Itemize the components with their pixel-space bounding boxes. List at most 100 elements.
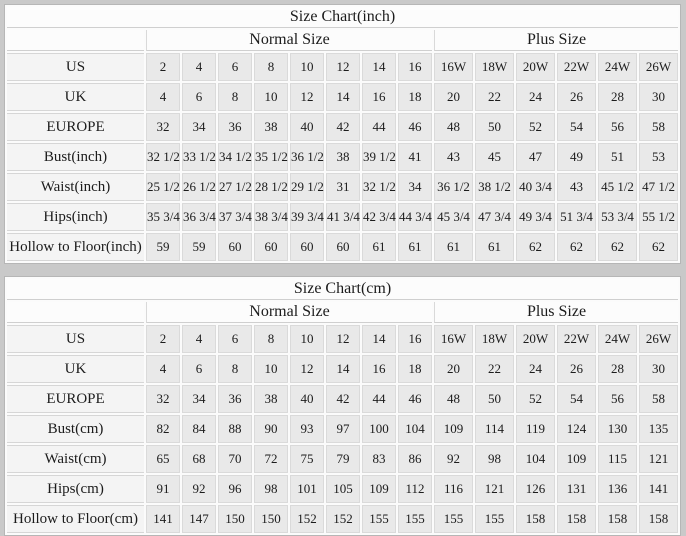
column-group-row: Normal Size Plus Size xyxy=(7,30,679,51)
table-cell: 62 xyxy=(516,233,555,261)
table-cell: 53 3/4 xyxy=(598,203,637,231)
table-cell: 105 xyxy=(326,475,360,503)
table-cell: 39 1/2 xyxy=(362,143,396,171)
table-row: Waist(inch) 25 1/2 26 1/2 27 1/2 28 1/2 29 1/… xyxy=(7,173,679,201)
row-label: Hollow to Floor(inch) xyxy=(7,233,144,261)
table-cell: 109 xyxy=(362,475,396,503)
table-cell: 58 xyxy=(639,385,679,413)
table-cell: 36 3/4 xyxy=(182,203,216,231)
table-cell: 16W xyxy=(434,53,473,81)
table-cell: 6 xyxy=(182,355,216,383)
table-cell: 45 1/2 xyxy=(598,173,637,201)
table-cell: 36 1/2 xyxy=(290,143,324,171)
table-cell: 16 xyxy=(362,355,396,383)
table-row: Waist(cm) 65 68 70 72 75 79 83 86 92 98 104 109 115 12… xyxy=(7,445,679,473)
column-group-label: Plus Size xyxy=(434,302,679,323)
table-cell: 121 xyxy=(475,475,514,503)
row-label: EUROPE xyxy=(7,385,144,413)
table-row: UK 4 6 8 10 12 14 16 18 20 22 24 26 28 30 xyxy=(7,355,679,383)
table-cell: 97 xyxy=(326,415,360,443)
table-cell: 121 xyxy=(639,445,679,473)
table-cell: 53 xyxy=(639,143,679,171)
table-cell: 56 xyxy=(598,113,637,141)
row-label: Hips(inch) xyxy=(7,203,144,231)
row-label: Waist(inch) xyxy=(7,173,144,201)
table-cell: 42 xyxy=(326,113,360,141)
table-cell: 59 xyxy=(146,233,180,261)
table-cell: 32 1/2 xyxy=(146,143,180,171)
column-group-row: Normal Size Plus Size xyxy=(7,302,679,323)
table-cell: 41 3/4 xyxy=(326,203,360,231)
row-label: Hips(cm) xyxy=(7,475,144,503)
table-title-row: Size Chart(cm) xyxy=(7,279,679,300)
table-cell: 43 xyxy=(434,143,473,171)
table-cell: 158 xyxy=(516,505,555,533)
table-cell: 70 xyxy=(218,445,252,473)
table-row: Hips(inch) 35 3/4 36 3/4 37 3/4 38 3/4 39 3/4… xyxy=(7,203,679,231)
table-cell: 38 1/2 xyxy=(475,173,514,201)
table-cell: 18 xyxy=(398,355,432,383)
table-title-row: Size Chart(inch) xyxy=(7,7,679,28)
row-label: US xyxy=(7,325,144,353)
table-cell: 155 xyxy=(475,505,514,533)
table-cell: 22W xyxy=(557,53,596,81)
row-label: Waist(cm) xyxy=(7,445,144,473)
table-cell: 155 xyxy=(362,505,396,533)
table-cell: 32 xyxy=(146,113,180,141)
table-cell: 55 1/2 xyxy=(639,203,679,231)
table-cell: 62 xyxy=(639,233,679,261)
table-cell: 6 xyxy=(182,83,216,111)
table-cell: 40 xyxy=(290,113,324,141)
table-cell: 27 1/2 xyxy=(218,173,252,201)
table-cell: 61 xyxy=(434,233,473,261)
table-cell: 114 xyxy=(475,415,514,443)
table-cell: 49 3/4 xyxy=(516,203,555,231)
table-cell: 141 xyxy=(639,475,679,503)
table-cell: 50 xyxy=(475,385,514,413)
table-cell: 24 xyxy=(516,355,555,383)
table-cell: 26 xyxy=(557,355,596,383)
table-cell: 8 xyxy=(254,325,288,353)
table-cell: 32 1/2 xyxy=(362,173,396,201)
corner-cell xyxy=(7,302,144,323)
table-cell: 82 xyxy=(146,415,180,443)
table-cell: 40 xyxy=(290,385,324,413)
table-cell: 52 xyxy=(516,385,555,413)
table-cell: 91 xyxy=(146,475,180,503)
table-cell: 16 xyxy=(362,83,396,111)
table-cell: 26 xyxy=(557,83,596,111)
table-cell: 38 xyxy=(326,143,360,171)
table-cell: 60 xyxy=(218,233,252,261)
table-cell: 4 xyxy=(182,53,216,81)
table-cell: 46 xyxy=(398,113,432,141)
table-cell: 2 xyxy=(146,325,180,353)
table-cell: 26W xyxy=(639,53,679,81)
column-group-label: Plus Size xyxy=(434,30,679,51)
table-row: Bust(cm) 82 84 88 90 93 97 100 104 109 114 119 124 13… xyxy=(7,415,679,443)
table-cell: 72 xyxy=(254,445,288,473)
table-row: Hollow to Floor(cm) 141 147 150 150 152 152 155… xyxy=(7,505,679,533)
table-cell: 88 xyxy=(218,415,252,443)
table-cell: 60 xyxy=(254,233,288,261)
table-cell: 6 xyxy=(218,325,252,353)
table-cell: 46 xyxy=(398,385,432,413)
table-cell: 83 xyxy=(362,445,396,473)
table-cell: 18W xyxy=(475,53,514,81)
table-cell: 116 xyxy=(434,475,473,503)
table-cell: 61 xyxy=(398,233,432,261)
table-cell: 22 xyxy=(475,355,514,383)
table-cell: 126 xyxy=(516,475,555,503)
table-cell: 45 3/4 xyxy=(434,203,473,231)
table-cell: 4 xyxy=(146,83,180,111)
size-chart-inch-table: Size Chart(inch) Normal Size Plus Size US 2 4… xyxy=(5,5,680,263)
table-row: US 2 4 6 8 10 12 14 16 16W 18W 20W 22W 24W 26W xyxy=(7,53,679,81)
table-cell: 10 xyxy=(290,53,324,81)
table-cell: 44 3/4 xyxy=(398,203,432,231)
table-cell: 10 xyxy=(254,355,288,383)
table-cell: 30 xyxy=(639,83,679,111)
table-cell: 33 1/2 xyxy=(182,143,216,171)
table-cell: 12 xyxy=(290,83,324,111)
table-cell: 45 xyxy=(475,143,514,171)
table-cell: 20 xyxy=(434,355,473,383)
row-label: Hollow to Floor(cm) xyxy=(7,505,144,533)
